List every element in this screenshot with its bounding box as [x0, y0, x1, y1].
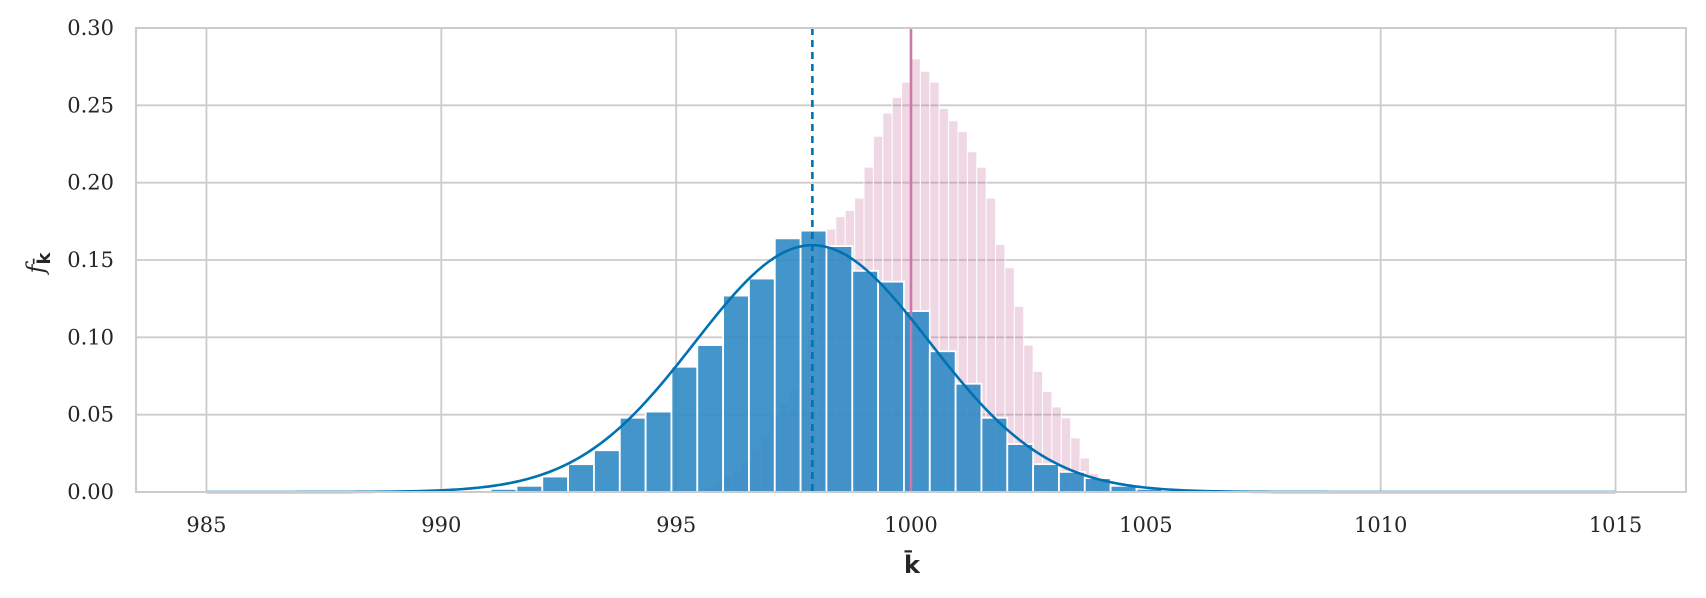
x-tick-label-5: 1010	[1354, 513, 1407, 537]
blue-bar-22	[1032, 463, 1060, 493]
y-tick-label-5: 0.25	[67, 93, 114, 117]
blue-bar-11	[748, 277, 776, 493]
y-tick-label-2: 0.10	[67, 325, 114, 349]
blue-bar-14	[825, 245, 854, 493]
blue-bar-10	[722, 294, 750, 493]
blue-bar-12	[773, 237, 802, 493]
blue-bar-5	[593, 449, 621, 493]
reference-lines	[811, 28, 913, 492]
plot-frame	[135, 27, 1687, 493]
y-tick-label-1: 0.05	[67, 403, 114, 427]
blue-bar-4	[567, 463, 595, 493]
blue-bar-20	[980, 416, 1009, 493]
blue-bar-21	[1006, 443, 1035, 493]
blue-bar-16	[877, 280, 905, 493]
y-tick-label-0: 0.00	[67, 480, 114, 504]
x-axis-label: k̄	[904, 549, 921, 579]
x-tick-label-3: 1000	[884, 513, 937, 537]
blue-bar-6	[618, 416, 647, 493]
y-tick-label-6: 0.30	[67, 16, 114, 40]
y-tick-labels: 0.00 0.05 0.10 0.15 0.20 0.25 0.30	[67, 16, 114, 504]
y-axis-label-subscript: k̄	[33, 252, 55, 265]
x-tick-label-2: 995	[656, 513, 696, 537]
x-tick-labels: 985 990 995 1000 1005 1010 1015	[186, 513, 1642, 537]
y-tick-label-4: 0.20	[67, 171, 114, 195]
blue-bar-18	[928, 350, 957, 493]
blue-bar-15	[851, 269, 880, 493]
blue-bar-7	[644, 410, 673, 493]
blue-bar-9	[696, 344, 725, 493]
x-tick-label-6: 1015	[1589, 513, 1642, 537]
blue-bar-3	[541, 475, 570, 493]
x-tick-label-0: 985	[186, 513, 226, 537]
y-tick-label-3: 0.15	[67, 248, 114, 272]
x-tick-label-4: 1005	[1119, 513, 1172, 537]
x-axis-label-text: k̄	[904, 549, 921, 579]
x-tick-label-1: 990	[421, 513, 461, 537]
blue-bar-8	[670, 365, 699, 493]
